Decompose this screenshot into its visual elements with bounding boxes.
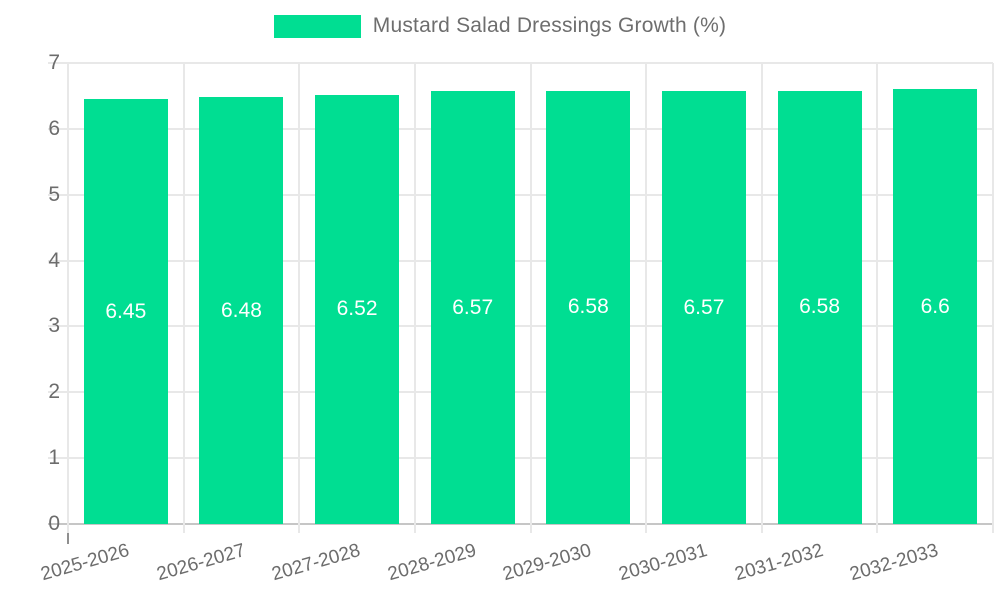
v-gridline bbox=[760, 63, 763, 533]
x-tick-label: 2029-2030 bbox=[500, 540, 595, 586]
h-gridline bbox=[48, 391, 993, 394]
x-tick-label: 2026-2027 bbox=[154, 540, 248, 586]
bar-value-label: 6.58 bbox=[799, 295, 840, 319]
x-tick-label: 2031-2032 bbox=[732, 540, 826, 586]
bar: 6.45 bbox=[83, 99, 168, 524]
x-tick-label: 2027-2028 bbox=[269, 540, 363, 586]
bar: 6.57 bbox=[661, 91, 746, 524]
x-tick-label: 2028-2029 bbox=[385, 540, 479, 586]
plot-area: 6.45 6.48 6.52 6.57 6.58 6.57 6.58 6.6 bbox=[48, 62, 994, 533]
bar: 6.52 bbox=[315, 94, 400, 524]
bar: 6.48 bbox=[199, 97, 284, 524]
x-tick-label: 2032-2033 bbox=[847, 540, 941, 586]
h-gridline bbox=[48, 523, 993, 525]
v-gridline bbox=[645, 63, 648, 533]
v-gridline bbox=[876, 63, 879, 533]
y-tick-label: 2 bbox=[48, 380, 60, 404]
bar: 6.58 bbox=[777, 90, 862, 524]
v-gridline bbox=[182, 63, 185, 533]
bar: 6.57 bbox=[430, 91, 515, 524]
v-gridline bbox=[413, 63, 416, 533]
y-tick-label: 5 bbox=[48, 182, 60, 206]
bar: 6.58 bbox=[546, 90, 631, 524]
legend-swatch bbox=[273, 14, 361, 38]
h-gridline bbox=[48, 127, 993, 130]
y-tick-label: 6 bbox=[48, 116, 60, 140]
y-tick-label: 3 bbox=[48, 314, 60, 338]
legend-label: Mustard Salad Dressings Growth (%) bbox=[372, 14, 727, 37]
x-tick-label: 2030-2031 bbox=[616, 540, 710, 586]
bar-value-label: 6.57 bbox=[452, 295, 494, 319]
h-gridline bbox=[48, 193, 993, 196]
bar: 6.6 bbox=[893, 89, 978, 524]
y-tick-label: 7 bbox=[48, 51, 60, 74]
y-tick-label: 4 bbox=[48, 248, 60, 272]
v-gridline bbox=[992, 63, 994, 533]
y-tick-label: 1 bbox=[48, 446, 60, 470]
h-gridline bbox=[48, 62, 993, 64]
legend[interactable]: Mustard Salad Dressings Growth (%) bbox=[0, 14, 1000, 38]
v-gridline bbox=[529, 63, 532, 533]
x-tick-label: 2025-2026 bbox=[38, 540, 132, 586]
bar-value-label: 6.45 bbox=[105, 299, 147, 323]
v-gridline bbox=[298, 63, 301, 533]
bar-value-label: 6.48 bbox=[221, 298, 262, 322]
x-axis: 2025-2026 2026-2027 2027-2028 2028-2029 2029… bbox=[38, 524, 993, 600]
h-gridline bbox=[48, 457, 993, 460]
bar-value-label: 6.52 bbox=[336, 297, 378, 321]
bar-value-label: 6.6 bbox=[920, 294, 950, 318]
bar-value-label: 6.58 bbox=[567, 295, 609, 319]
h-gridline bbox=[48, 325, 993, 328]
y-tick-label: 0 bbox=[48, 512, 60, 535]
bar-value-label: 6.57 bbox=[683, 295, 725, 319]
v-gridline bbox=[67, 63, 69, 533]
h-gridline bbox=[48, 259, 993, 262]
